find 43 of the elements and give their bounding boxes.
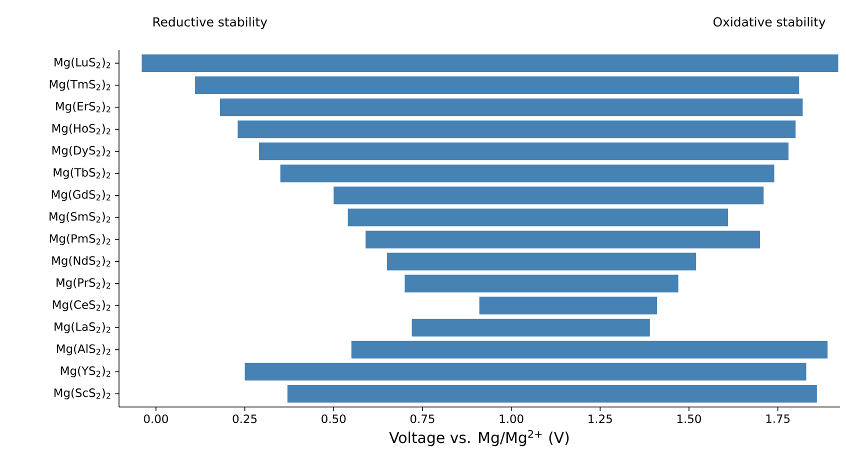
bar	[280, 164, 774, 182]
bar	[351, 340, 828, 359]
y-tick-label: Mg(CeS$_{2}$)$_{2}$	[52, 300, 110, 312]
y-tick-label: Mg(LuS$_{2}$)$_{2}$	[54, 58, 110, 69]
y-tick-label: Mg(NdS$_{2}$)$_{2}$	[52, 256, 110, 268]
x-tick-label: 1.75	[766, 414, 790, 424]
bar	[287, 384, 817, 403]
y-tick-label: Mg(ErS$_{2}$)$_{2}$	[56, 102, 110, 113]
y-tick-label: Mg(DyS$_{2}$)$_{2}$	[52, 146, 110, 157]
y-tick-label: Mg(TmS$_{2}$)$_{2}$	[50, 80, 110, 91]
y-tick-label: Mg(TbS$_{2}$)$_{2}$	[54, 168, 110, 179]
x-tick-label: 0.75	[410, 414, 434, 424]
bar	[404, 274, 678, 292]
bar	[238, 120, 796, 138]
y-tick-label: Mg(LaS$_{2}$)$_{2}$	[54, 322, 110, 334]
bar	[348, 208, 728, 226]
bar	[366, 230, 760, 248]
bar	[195, 76, 800, 94]
text: Reductive stability	[153, 16, 268, 30]
bar	[334, 186, 764, 204]
y-tick-label: Mg(PrS$_{2}$)$_{2}$	[56, 278, 110, 290]
x-tick-label: 0.00	[144, 414, 168, 424]
text: Oxidative stability	[713, 16, 826, 30]
y-tick-label: Mg(AlS$_{2}$)$_{2}$	[57, 344, 110, 356]
bar	[142, 54, 838, 72]
x-tick-label: 1.25	[588, 414, 612, 424]
x-tick-label: 1.50	[678, 414, 701, 424]
bar	[220, 98, 803, 116]
y-tick-label: Mg(HoS$_{2}$)$_{2}$	[52, 124, 110, 135]
y-tick-label: Mg(YS$_{2}$)$_{2}$	[61, 366, 110, 378]
bar	[412, 318, 650, 336]
bar	[244, 362, 806, 381]
y-tick-label: Mg(ScS$_{2}$)$_{2}$	[54, 388, 110, 400]
y-tick-label: Mg(GdS$_{2}$)$_{2}$	[52, 190, 110, 201]
bar	[386, 252, 696, 270]
bar	[259, 142, 788, 160]
x-tick-label: 1.00	[500, 414, 524, 424]
x-tick-label: 0.50	[322, 414, 346, 424]
x-tick-label: 0.25	[232, 414, 257, 424]
x-axis-title: Voltage vs. Mg/Mg$^{2+}$ (V)	[389, 430, 569, 446]
y-tick-label: Mg(SmS$_{2}$)$_{2}$	[50, 212, 110, 223]
bar	[479, 296, 658, 314]
y-tick-label: Mg(PmS$_{2}$)$_{2}$	[50, 234, 110, 246]
